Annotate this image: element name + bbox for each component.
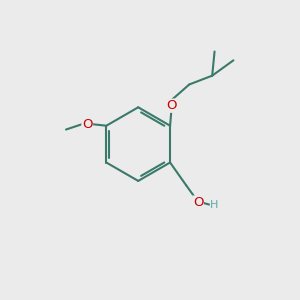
Text: O: O bbox=[166, 99, 177, 112]
Text: O: O bbox=[193, 196, 203, 209]
Text: H: H bbox=[210, 200, 219, 210]
Text: O: O bbox=[82, 118, 92, 131]
